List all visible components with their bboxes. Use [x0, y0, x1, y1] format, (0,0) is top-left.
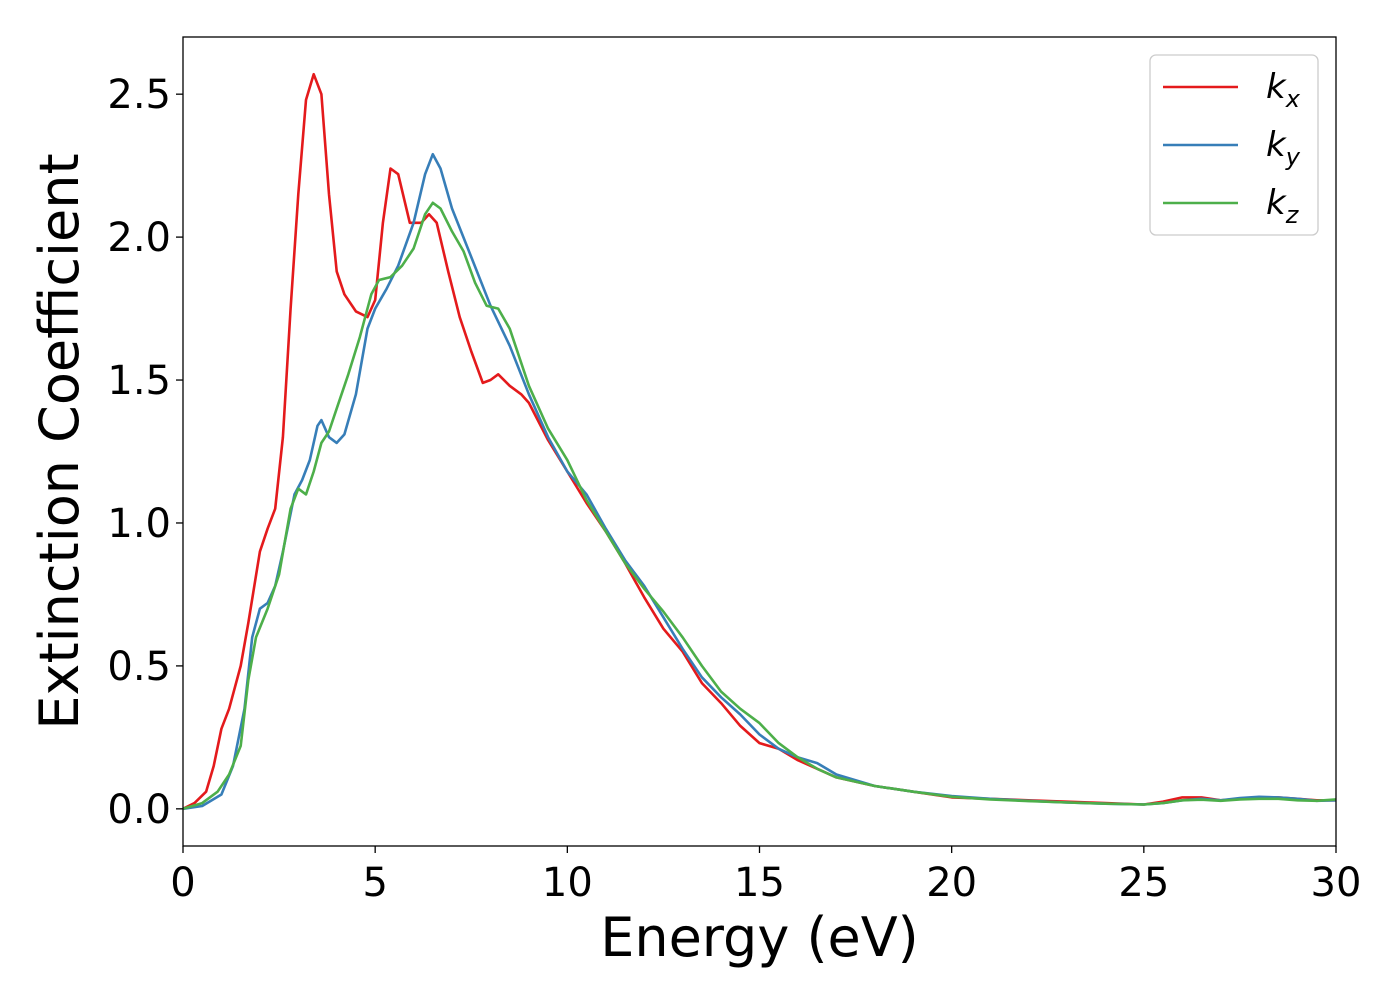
x-tick-label: 25	[1118, 860, 1169, 906]
legend-label-main: k	[1266, 183, 1287, 223]
y-tick-label: 2.0	[107, 215, 171, 261]
x-tick-label: 30	[1311, 860, 1362, 906]
legend-label-sub: y	[1285, 143, 1301, 171]
legend-label-z: kz	[1266, 183, 1300, 229]
y-tick-label: 2.5	[107, 72, 171, 118]
legend-label-sub: z	[1285, 201, 1300, 229]
x-tick-label: 15	[734, 860, 785, 906]
series-line-z	[182, 201, 1337, 811]
y-axis-label: Extinction Coefficient	[28, 153, 91, 729]
y-tick-label: 1.5	[107, 358, 171, 404]
series-layer	[182, 72, 1337, 811]
x-axis-ticks: 0 5 10 15 20 25 30	[170, 846, 1361, 906]
legend-label-sub: x	[1285, 85, 1301, 113]
y-tick-label: 0.0	[107, 787, 171, 833]
x-tick-label: 10	[542, 860, 593, 906]
legend-label-y: ky	[1266, 125, 1301, 171]
y-tick-label: 1.0	[107, 501, 171, 547]
legend-label-x: kx	[1266, 67, 1301, 113]
plot-area	[183, 37, 1336, 846]
x-tick-label: 0	[170, 860, 195, 906]
legend-label-main: k	[1266, 67, 1287, 107]
legend-label-main: k	[1266, 125, 1287, 165]
y-tick-label: 0.5	[107, 644, 171, 690]
x-axis-label: Energy (eV)	[600, 906, 919, 969]
x-tick-label: 5	[362, 860, 387, 906]
y-axis-ticks: 0.0 0.5 1.0 1.5 2.0 2.5	[107, 72, 183, 833]
x-tick-label: 20	[926, 860, 977, 906]
